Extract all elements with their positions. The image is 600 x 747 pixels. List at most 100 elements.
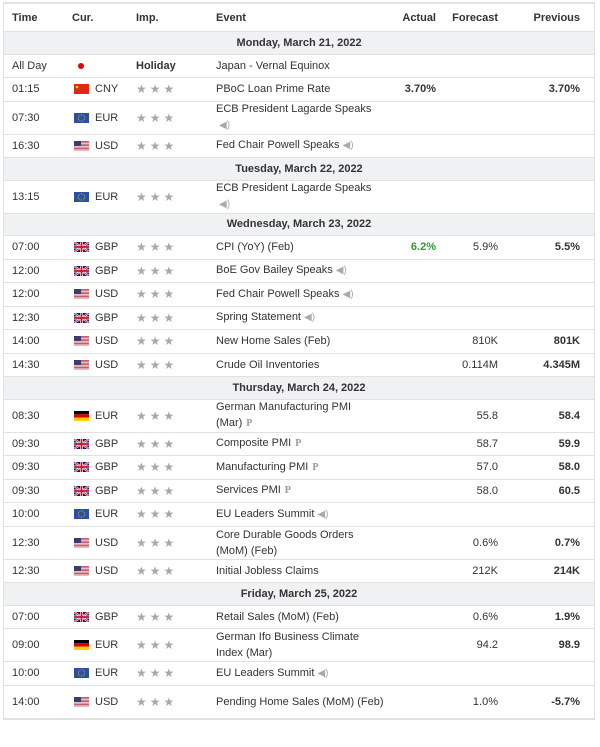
event-previous: 58.4 (558, 409, 580, 422)
event-row[interactable]: 07:00 GBP ★ ★ ★ Retail Sales (MoM) (Feb) 0.6%… (4, 606, 594, 629)
importance-stars: ★ ★ ★ (136, 191, 174, 203)
event-link[interactable]: Japan - Vernal Equinox (216, 59, 330, 72)
event-row[interactable]: 13:15 EUR ★ ★ ★ ECB President Lagarde Speaks ◀… (4, 181, 594, 214)
star-icon: ★ (163, 310, 175, 325)
star-icon: ★ (163, 460, 175, 475)
event-link[interactable]: EU Leaders Summit (216, 666, 315, 679)
event-link[interactable]: BoE Gov Bailey Speaks (216, 264, 333, 277)
event-row[interactable]: 09:00 EUR ★ ★ ★ German Ifo Business Climate I… (4, 629, 594, 662)
star-icon: ★ (149, 563, 161, 578)
eu-flag-icon (74, 191, 89, 202)
preliminary-icon: P (312, 461, 319, 473)
col-forecast-header[interactable]: Forecast (452, 11, 498, 24)
event-name-cell: Manufacturing PMI P (216, 459, 384, 476)
col-actual-header[interactable]: Actual (402, 11, 436, 24)
star-icon: ★ (136, 535, 147, 550)
event-link[interactable]: New Home Sales (Feb) (216, 335, 331, 348)
event-row[interactable]: 09:30 GBP ★ ★ ★ Manufacturing PMI P 57.0 58.0 (4, 456, 594, 480)
event-row[interactable]: 09:30 GBP ★ ★ ★ Services PMI P 58.0 60.5 (4, 480, 594, 503)
star-icon: ★ (149, 240, 161, 255)
event-row[interactable]: 12:30 USD ★ ★ ★ Initial Jobless Claims 212K 214… (4, 560, 594, 583)
event-link[interactable]: ECB President Lagarde Speaks (216, 182, 372, 194)
event-link[interactable]: EU Leaders Summit (216, 507, 315, 520)
currency-code: EUR (95, 409, 119, 422)
day-header: Friday, March 25, 2022 (4, 583, 594, 606)
event-link[interactable]: Crude Oil Inventories (216, 358, 320, 371)
event-link[interactable]: ECB President Lagarde Speaks (216, 103, 372, 115)
eu-flag-icon (74, 509, 89, 520)
col-time-header[interactable]: Time (12, 11, 38, 24)
event-row[interactable]: 14:00 USD ★ ★ ★ Pending Home Sales (MoM) (Feb… (4, 686, 594, 719)
event-row[interactable]: 12:00 USD ★ ★ ★ Fed Chair Powell Speaks ◀) (4, 283, 594, 307)
event-link[interactable]: Core Durable Goods Orders (MoM) (Feb) (216, 528, 354, 557)
event-link[interactable]: Manufacturing PMI (216, 460, 309, 473)
event-link[interactable]: Retail Sales (MoM) (Feb) (216, 610, 339, 623)
currency-code: EUR (95, 508, 119, 521)
gb-flag-icon (74, 265, 89, 276)
importance-stars: ★ ★ ★ (136, 288, 174, 300)
event-link[interactable]: Fed Chair Powell Speaks (216, 139, 340, 152)
event-row[interactable]: 14:00 USD ★ ★ ★ New Home Sales (Feb) 810K 801K (4, 330, 594, 354)
event-previous: 4.345M (543, 358, 580, 371)
event-link[interactable]: Services PMI (216, 484, 281, 497)
event-currency: GBP (56, 485, 136, 497)
event-previous: -5.7% (551, 695, 580, 708)
event-row[interactable]: 12:30 USD ★ ★ ★ Core Durable Goods Orders (Mo… (4, 527, 594, 560)
event-forecast: 1.0% (472, 695, 498, 708)
event-name-cell: PBoC Loan Prime Rate (216, 81, 384, 97)
event-row[interactable]: 09:30 GBP ★ ★ ★ Composite PMI P 58.7 59.9 (4, 433, 594, 456)
event-name-cell: Spring Statement ◀) (216, 309, 384, 326)
event-link[interactable]: Composite PMI (216, 437, 292, 450)
event-row[interactable]: 12:00 GBP ★ ★ ★ BoE Gov Bailey Speaks ◀) (4, 260, 594, 283)
event-link[interactable]: Initial Jobless Claims (216, 564, 319, 577)
event-row[interactable]: 16:30 USD ★ ★ ★ Fed Chair Powell Speaks ◀) (4, 135, 594, 158)
col-event-header[interactable]: Event (216, 11, 246, 24)
event-name-cell: CPI (YoY) (Feb) (216, 239, 384, 255)
event-name-cell: ECB President Lagarde Speaks ◀) (216, 101, 384, 134)
event-link[interactable]: Pending Home Sales (MoM) (Feb) (216, 695, 384, 708)
event-row[interactable]: 08:30 EUR ★ ★ ★ German Manufacturing PMI (Mar… (4, 400, 594, 433)
gb-flag-icon (74, 485, 89, 496)
event-time: 09:00 (12, 639, 40, 651)
event-link[interactable]: German Ifo Business Climate Index (Mar) (216, 631, 360, 659)
event-row[interactable]: 07:30 EUR ★ ★ ★ ECB President Lagarde Speaks ◀… (4, 102, 594, 135)
event-row[interactable]: 14:30 USD ★ ★ ★ Crude Oil Inventories 0.114M 4.… (4, 354, 594, 377)
event-currency: EUR (56, 639, 136, 651)
event-previous: 1.9% (554, 610, 580, 623)
event-row[interactable]: All Day Holiday Japan - Vernal Equinox (4, 55, 594, 78)
star-icon: ★ (149, 310, 161, 325)
event-link[interactable]: PBoC Loan Prime Rate (216, 83, 331, 96)
star-icon: ★ (136, 287, 147, 302)
preliminary-icon: P (284, 485, 291, 497)
currency-code: CNY (95, 83, 119, 96)
event-time: 09:30 (12, 437, 40, 450)
event-row[interactable]: 10:00 EUR ★ ★ ★ EU Leaders Summit ◀) (4, 503, 594, 527)
event-time: 14:30 (12, 358, 40, 371)
event-link[interactable]: Spring Statement (216, 311, 301, 324)
importance-stars: ★ ★ ★ (136, 485, 174, 497)
col-currency-header[interactable]: Cur. (72, 11, 94, 24)
col-importance-header[interactable]: Imp. (136, 11, 159, 24)
speaker-icon: ◀) (317, 667, 329, 679)
event-importance: ★ ★ ★ (136, 461, 216, 473)
event-row[interactable]: 01:15 CNY ★ ★ ★ PBoC Loan Prime Rate 3.70% 3.70… (4, 78, 594, 102)
currency-code: USD (95, 335, 119, 348)
event-name-cell: Crude Oil Inventories (216, 357, 384, 373)
event-time: 12:00 (12, 288, 40, 301)
event-name-cell: Initial Jobless Claims (216, 563, 384, 579)
event-row[interactable]: 10:00 EUR ★ ★ ★ EU Leaders Summit ◀) (4, 662, 594, 686)
star-icon: ★ (163, 334, 175, 349)
event-row[interactable]: 07:00 GBP ★ ★ ★ CPI (YoY) (Feb) 6.2% 5.9% 5.5% (4, 236, 594, 260)
col-previous-header[interactable]: Previous (533, 11, 580, 24)
eu-flag-icon (74, 668, 89, 679)
event-name-cell: Pending Home Sales (MoM) (Feb) (216, 694, 384, 710)
event-importance: ★ ★ ★ (136, 112, 216, 124)
event-link[interactable]: Fed Chair Powell Speaks (216, 287, 340, 300)
event-link[interactable]: CPI (YoY) (Feb) (216, 241, 294, 254)
event-row[interactable]: 12:30 GBP ★ ★ ★ Spring Statement ◀) (4, 307, 594, 330)
currency-code: USD (95, 139, 119, 152)
currency-code: EUR (95, 190, 119, 203)
event-link[interactable]: German Manufacturing PMI (Mar) (216, 401, 352, 429)
star-icon: ★ (149, 82, 161, 97)
star-icon: ★ (149, 263, 161, 278)
